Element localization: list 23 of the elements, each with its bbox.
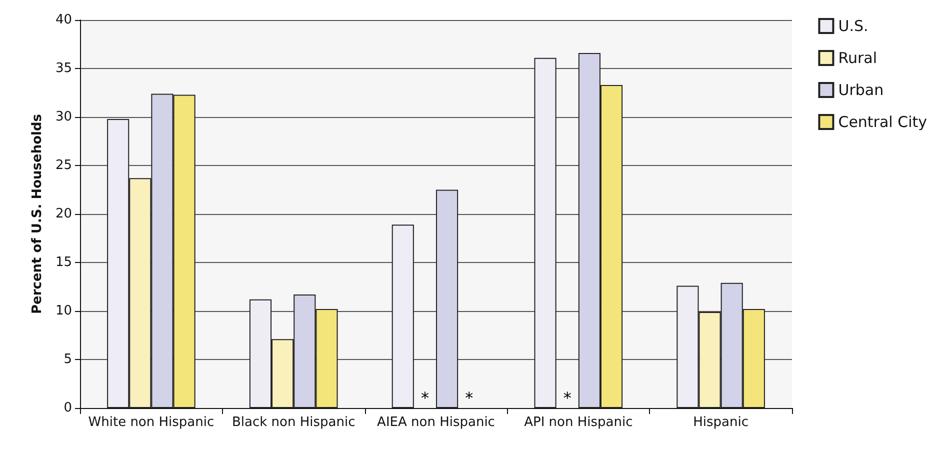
legend-label: Central City <box>838 113 928 131</box>
text: * <box>465 388 474 408</box>
y-tick-label: 15 <box>55 255 72 270</box>
text: * <box>563 388 572 408</box>
y-tick-label: 25 <box>55 158 72 173</box>
x-tick-label: API non Hispanic <box>524 415 633 430</box>
y-axis-title: Percent of U.S. Households <box>30 114 45 314</box>
bar <box>436 190 458 408</box>
y-tick-label: 20 <box>55 206 72 222</box>
y-tick-label: 10 <box>55 304 72 318</box>
legend-label: Rural <box>838 49 878 67</box>
x-tick-label: Black non Hispanic <box>232 415 356 430</box>
y-tick-label: 35 <box>55 61 72 76</box>
x-tick-label: White non Hispanic <box>88 415 214 430</box>
y-tick-label: 5 <box>64 352 72 367</box>
y-tick-label: 40 <box>55 12 72 28</box>
x-tick-label: Hispanic <box>693 415 748 430</box>
legend-label: U.S. <box>838 17 868 35</box>
y-tick-label: 30 <box>55 110 72 124</box>
y-tick-label: 0 <box>64 400 72 416</box>
text: * <box>420 388 429 408</box>
x-tick-label: AIEA non Hispanic <box>377 415 495 430</box>
legend-label: Urban <box>838 81 884 99</box>
